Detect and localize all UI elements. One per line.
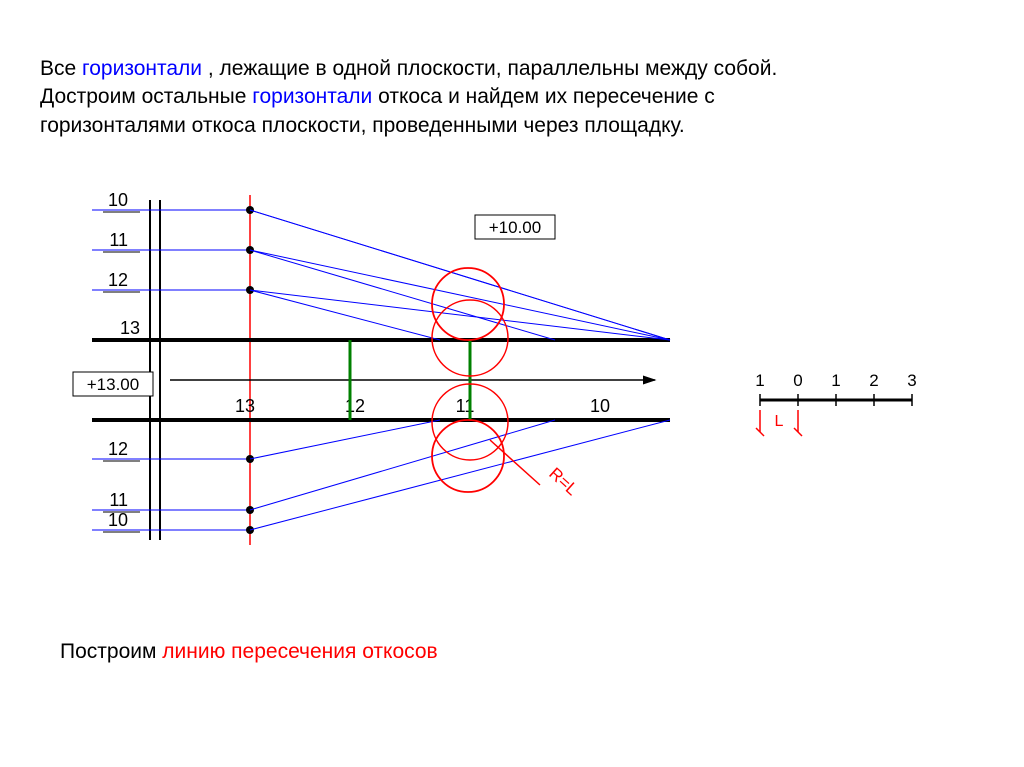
bot-diag: [250, 420, 440, 459]
bt-red: линию пересечения откосов: [162, 640, 437, 663]
top-diag: [250, 210, 670, 340]
top-label: 11: [109, 230, 128, 250]
top-label: 12: [108, 270, 128, 290]
top-diagonal: [250, 250, 670, 340]
elev-top-text: +10.00: [489, 218, 541, 237]
r-circle-bot: [432, 420, 504, 492]
scale-L: L: [775, 413, 784, 430]
bot-label: 12: [108, 439, 128, 459]
bot-label: 11: [109, 490, 128, 510]
road-label-13: 13: [120, 318, 140, 338]
scale-num: 1: [755, 371, 764, 390]
bot-diag: [250, 420, 670, 530]
bottom-text: Построим линию пересечения откосов: [60, 640, 438, 664]
rl-arrow: [490, 440, 540, 485]
elev-left-text: +13.00: [87, 375, 139, 394]
rl-label: R=L: [545, 464, 581, 499]
road-grade-label: 11: [456, 396, 475, 416]
top-diagonal: [250, 290, 670, 340]
scale-num: 1: [831, 371, 840, 390]
road-grade-label: 12: [345, 396, 365, 416]
scale-num: 0: [793, 371, 802, 390]
bot-label: 10: [108, 510, 128, 530]
scale-num: 2: [869, 371, 878, 390]
bt-a: Построим: [60, 640, 162, 663]
scale-num: 3: [907, 371, 916, 390]
road-grade-label: 10: [590, 396, 610, 416]
road-grade-label: 13: [235, 396, 255, 416]
r-circle-top: [432, 268, 504, 340]
bot-diag: [250, 420, 555, 510]
top-label: 10: [108, 190, 128, 210]
